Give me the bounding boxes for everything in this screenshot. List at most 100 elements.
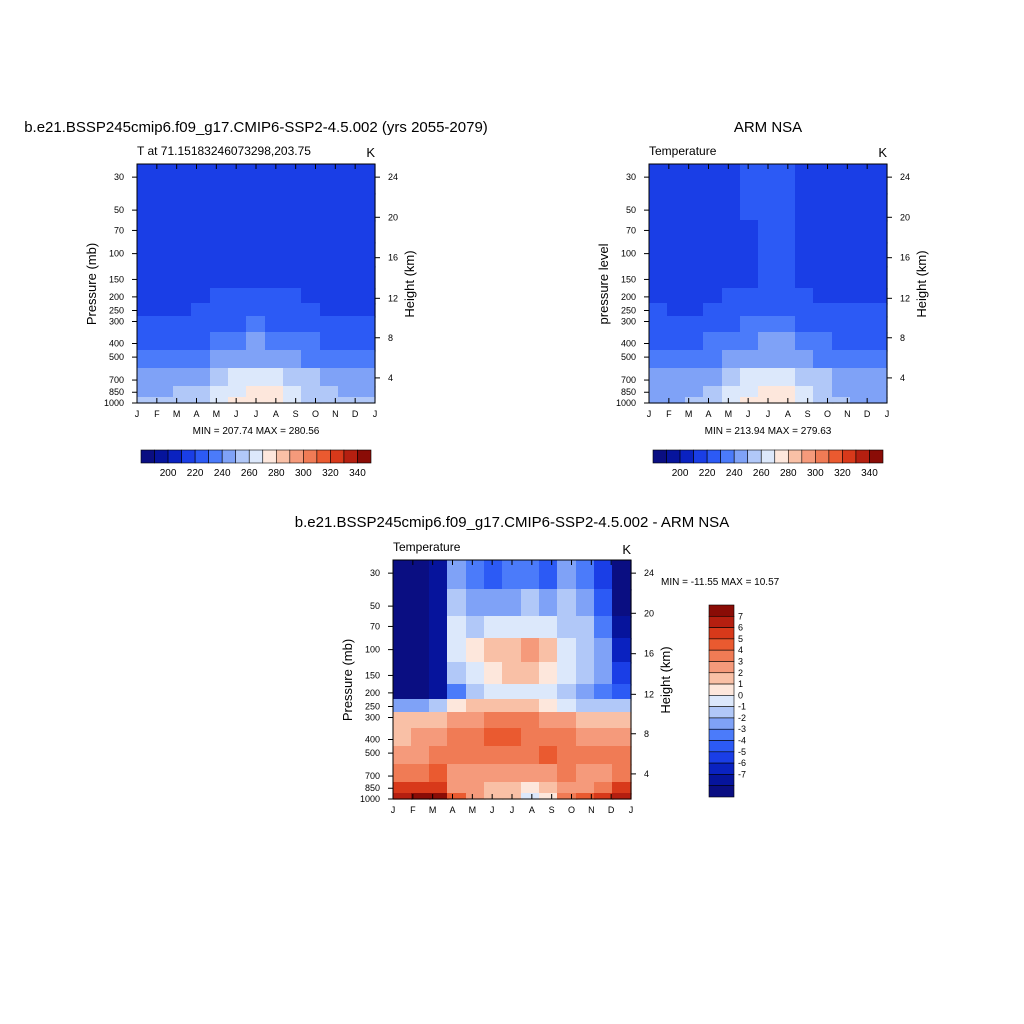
p1-cell-300-8: [283, 316, 303, 334]
p3-cell-50-10: [576, 589, 596, 618]
p1-colorbar-swatch: [330, 449, 345, 464]
p1-cell-300-10: [320, 316, 340, 334]
p2-cell-200-7: [777, 288, 797, 305]
p3-xtick-label: O: [568, 805, 575, 815]
p2-cell-400-9: [813, 332, 834, 352]
p2-ytick-label: 850: [621, 387, 636, 397]
p2-cell-500-11: [850, 350, 870, 370]
p1-colorbar-swatch: [275, 449, 291, 464]
p3-cell-70-12: [612, 616, 632, 640]
p2-cell-850-2: [685, 386, 705, 399]
p1-cell-100-1: [155, 242, 175, 268]
p2-cell-100-4: [722, 242, 742, 268]
p3-cell-50-11: [594, 589, 614, 618]
p3-colorbar-swatch: [708, 627, 735, 640]
p2-xtick-label: J: [647, 409, 652, 419]
p3-cell-1000-5: [484, 793, 504, 800]
p2-colorbar-swatch: [855, 449, 870, 464]
p2-cell-70-0: [649, 220, 669, 244]
p3-cell-100-2: [429, 638, 449, 664]
p3-cell-400-8: [539, 728, 559, 748]
p2-xtick-label: O: [824, 409, 831, 419]
p1-cell-500-4: [210, 350, 230, 370]
p1-cell-500-3: [191, 350, 212, 370]
p1-xtick-label: O: [312, 409, 319, 419]
p2-cell-850-7: [777, 386, 797, 399]
p1-colorbar-swatch: [208, 449, 223, 464]
p1-cell-150-9: [301, 266, 322, 290]
p1-cell-150-10: [320, 266, 340, 290]
p2-xtick-label: J: [885, 409, 890, 419]
p3-ytick-right-label: 4: [644, 769, 649, 779]
p1-cell-70-7: [265, 220, 285, 244]
p1-cell-50-6: [246, 193, 267, 222]
p2-cell-100-7: [777, 242, 797, 268]
panel-diff-units: K: [622, 542, 631, 557]
p2-cell-250-5: [740, 303, 760, 318]
p3-colorbar-label: -5: [738, 747, 746, 757]
p1-cell-200-3: [191, 288, 212, 305]
p2-colorbar-label: 340: [861, 468, 878, 479]
p1-cell-50-0: [137, 193, 157, 222]
p3-colorbar-label: 5: [738, 634, 743, 644]
panel-obs-heatmap: [649, 164, 888, 404]
p3-xtick-label: A: [449, 805, 455, 815]
p1-ytick-label: 300: [109, 317, 124, 327]
p2-cell-150-7: [777, 266, 797, 290]
p1-cell-100-5: [228, 242, 248, 268]
p2-cell-30-6: [758, 164, 779, 195]
p1-ytick-label: 200: [109, 292, 124, 302]
p3-colorbar-label: 2: [738, 668, 743, 678]
p2-ytick-label: 1000: [616, 398, 636, 408]
p3-cell-850-12: [612, 782, 632, 795]
p3-cell-850-4: [466, 782, 486, 795]
p3-cell-400-2: [429, 728, 449, 748]
p2-cell-100-8: [795, 242, 815, 268]
p3-xtick-label: D: [608, 805, 615, 815]
p1-cell-250-7: [265, 303, 285, 318]
p2-cell-1000-9: [813, 397, 834, 404]
p3-cell-100-10: [576, 638, 596, 664]
p1-cell-700-8: [283, 368, 303, 388]
p2-cell-200-0: [649, 288, 669, 305]
p1-cell-850-11: [338, 386, 358, 399]
p3-cell-500-7: [521, 746, 541, 766]
p3-cell-500-6: [502, 746, 523, 766]
p3-cell-200-10: [576, 684, 596, 701]
p3-cell-100-11: [594, 638, 614, 664]
p2-cell-30-3: [703, 164, 724, 195]
p1-cell-700-9: [301, 368, 322, 388]
p1-cell-200-5: [228, 288, 248, 305]
p3-cell-1000-1: [411, 793, 431, 800]
p1-cell-30-11: [338, 164, 358, 195]
p2-ytick-right-label: 20: [900, 212, 910, 222]
p1-xtick-label: N: [332, 409, 339, 419]
p1-cell-70-8: [283, 220, 303, 244]
p2-colorbar-label: 280: [780, 468, 797, 479]
p1-ytick-label: 150: [109, 274, 124, 284]
p2-cell-250-1: [667, 303, 687, 318]
p1-cell-250-5: [228, 303, 248, 318]
p1-cell-500-6: [246, 350, 267, 370]
p1-cell-1000-12: [356, 397, 376, 404]
p1-cell-400-3: [191, 332, 212, 352]
p3-cell-250-10: [576, 699, 596, 714]
p3-cell-1000-7: [521, 793, 541, 800]
p1-colorbar-swatch: [343, 449, 358, 464]
p3-ytick-right-label: 20: [644, 608, 654, 618]
p1-cell-850-10: [320, 386, 340, 399]
p2-cell-700-6: [758, 368, 779, 388]
p1-xtick-label: J: [254, 409, 259, 419]
p1-cell-300-4: [210, 316, 230, 334]
p3-cell-250-5: [484, 699, 504, 714]
p1-cell-1000-9: [301, 397, 322, 404]
panel-obs: ARM NSA Temperature K J F M A M J J A S O N D J 30 50 7…: [596, 119, 929, 479]
p3-cell-50-0: [393, 589, 413, 618]
p1-ytick-label: 50: [114, 205, 124, 215]
p1-colorbar-swatch: [221, 449, 237, 464]
p2-cell-300-6: [758, 316, 779, 334]
p3-ytick-label: 70: [370, 621, 380, 631]
p3-cell-700-4: [466, 764, 486, 784]
p2-cell-30-11: [850, 164, 870, 195]
p1-cell-30-8: [283, 164, 303, 195]
